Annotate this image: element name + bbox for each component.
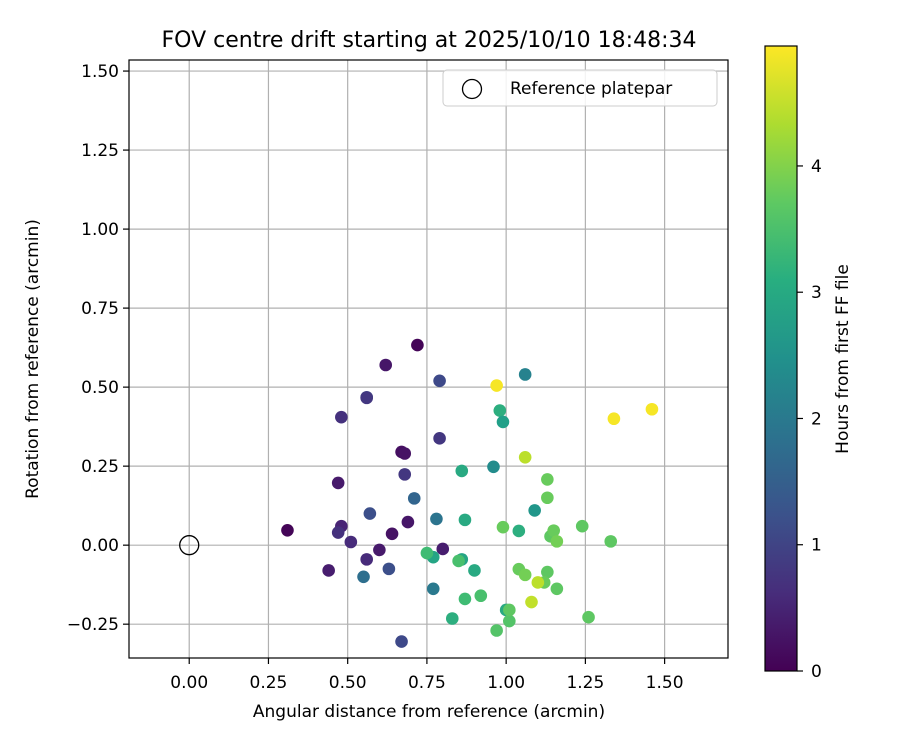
data-point [550, 582, 564, 596]
y-axis-label: Rotation from reference (arcmin) [23, 219, 43, 499]
x-tick-label: 0.75 [408, 673, 446, 693]
data-point [281, 524, 294, 537]
data-point [401, 515, 415, 529]
data-point [379, 358, 393, 372]
data-point [487, 460, 500, 474]
data-point [360, 391, 373, 405]
data-point [490, 379, 503, 392]
data-point [582, 610, 595, 624]
data-point [541, 491, 554, 505]
legend-entry-reference: Reference platepar [510, 79, 672, 99]
data-point [575, 519, 589, 533]
legend-reference-marker [461, 78, 483, 100]
colorbar-tick-label: 2 [811, 409, 822, 429]
legend-box [442, 69, 718, 107]
data-point [531, 576, 545, 589]
data-point [528, 504, 541, 517]
data-point [541, 565, 554, 579]
y-tick-label: 1.50 [81, 62, 119, 82]
x-tick-label: 0.50 [329, 673, 367, 693]
data-point [493, 404, 507, 417]
data-points [179, 338, 659, 648]
data-point [503, 614, 516, 628]
x-tick-label: 0.00 [170, 673, 208, 693]
data-point [398, 447, 412, 460]
colorbar-ticks: 0 1 2 3 4 [797, 157, 822, 682]
y-tick-label: 0.25 [81, 457, 119, 477]
colorbar-tick-label: 4 [811, 157, 822, 177]
data-point [607, 412, 621, 426]
data-point [420, 546, 434, 560]
colorbar-tick-label: 1 [811, 536, 822, 556]
colorbar-frame [764, 45, 798, 672]
y-tick-label: 0.00 [81, 536, 119, 556]
data-point [335, 410, 348, 424]
data-point [455, 464, 469, 478]
data-point [322, 564, 335, 577]
data-point [433, 432, 446, 445]
chart-title: FOV centre drift starting at 2025/10/10 … [162, 28, 697, 53]
data-point [398, 468, 412, 481]
reference-platepar-marker [179, 535, 200, 556]
x-axis-ticks: 0.00 0.25 0.50 0.75 1.00 1.25 1.50 [170, 658, 684, 693]
y-tick-label: 0.75 [81, 299, 119, 319]
data-point [547, 524, 560, 537]
data-point [430, 512, 443, 526]
data-point [360, 553, 373, 566]
data-point [411, 338, 424, 352]
colorbar-gradient [765, 46, 797, 671]
data-point [468, 564, 481, 577]
legend: Reference platepar [442, 69, 718, 107]
data-point [550, 535, 564, 548]
grid-lines [129, 60, 728, 658]
data-point [373, 543, 386, 557]
colorbar-tick-label: 3 [811, 283, 822, 303]
data-point [518, 368, 532, 381]
y-axis-ticks: −0.25 0.00 0.25 0.50 0.75 1.00 1.25 1.50 [67, 62, 129, 635]
data-point [452, 554, 465, 568]
data-point [426, 582, 440, 596]
data-point [357, 570, 370, 584]
data-point [541, 473, 554, 486]
data-point [436, 542, 450, 556]
data-point [604, 535, 618, 548]
data-point [512, 524, 526, 538]
data-point [331, 526, 345, 539]
y-tick-label: 1.25 [81, 141, 119, 161]
data-point [395, 635, 408, 648]
colorbar-tick-label: 0 [811, 662, 822, 682]
data-point [445, 612, 459, 625]
data-point [490, 624, 503, 637]
x-tick-label: 0.25 [250, 673, 288, 693]
data-point [331, 476, 345, 490]
y-tick-label: 1.00 [81, 220, 119, 240]
data-point [407, 492, 421, 505]
x-tick-label: 1.00 [487, 673, 525, 693]
colorbar: 0 1 2 3 4 Hours from first FF file [764, 45, 853, 682]
data-point [433, 374, 446, 388]
data-point [385, 527, 399, 541]
data-point [363, 507, 377, 520]
data-point [518, 450, 532, 464]
x-axis-label: Angular distance from reference (arcmin) [253, 702, 605, 722]
x-tick-label: 1.50 [646, 673, 684, 693]
data-point [496, 415, 510, 429]
data-point [474, 589, 488, 603]
colorbar-label: Hours from first FF file [833, 264, 853, 454]
y-tick-label: −0.25 [67, 615, 119, 635]
y-tick-label: 0.50 [81, 378, 119, 398]
plot-frame [128, 59, 729, 659]
data-point [458, 513, 472, 527]
data-point [503, 603, 516, 617]
data-point [496, 520, 510, 534]
data-point [382, 562, 396, 576]
data-point [344, 535, 358, 549]
data-point [525, 595, 538, 609]
data-point [518, 568, 532, 582]
x-tick-label: 1.25 [566, 673, 604, 693]
data-point [458, 592, 472, 606]
data-point [645, 402, 659, 416]
